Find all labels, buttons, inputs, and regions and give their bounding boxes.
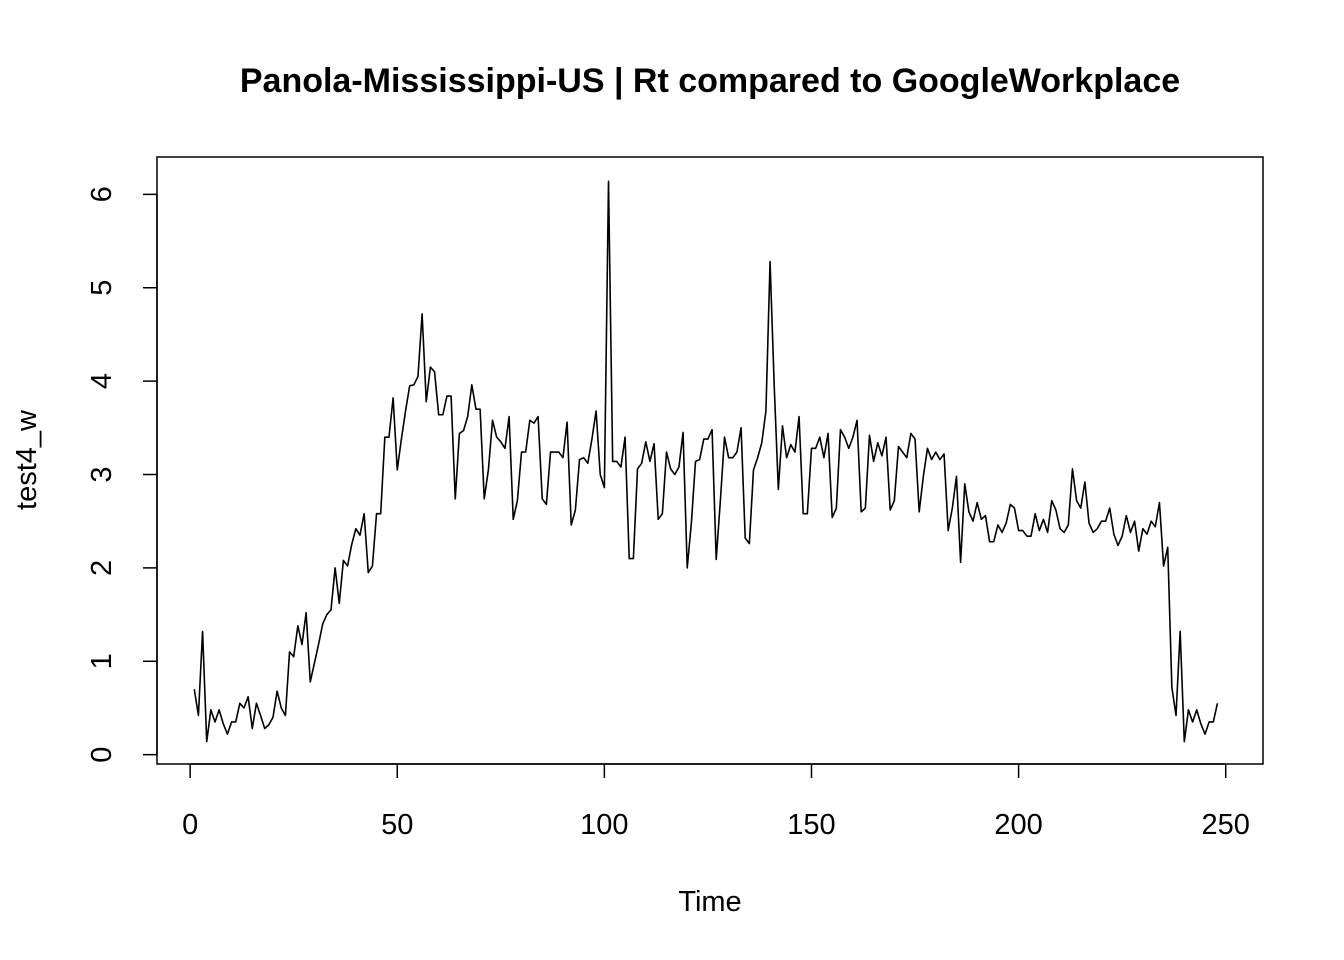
y-tick-label: 2 [86, 560, 118, 576]
x-tick-label: 250 [1202, 809, 1250, 841]
y-axis-label: test4_w [11, 409, 43, 510]
x-tick-label: 50 [381, 809, 413, 841]
plot-frame [156, 156, 1264, 765]
chart-title: Panola-Mississippi-US | Rt compared to G… [240, 62, 1180, 100]
y-tick-label: 6 [86, 186, 118, 202]
x-tick-label: 0 [182, 809, 198, 841]
y-axis: 0 1 2 3 4 5 6 [86, 186, 158, 763]
y-tick-label: 3 [86, 466, 118, 482]
series-layer [193, 180, 1219, 743]
y-tick-label: 4 [86, 373, 118, 389]
x-axis: 0 50 100 150 200 250 [182, 763, 1250, 841]
x-tick-label: 200 [994, 809, 1042, 841]
series-line [193, 180, 1219, 743]
x-tick-label: 150 [787, 809, 835, 841]
y-tick-label: 1 [86, 653, 118, 669]
x-tick-label: 100 [580, 809, 628, 841]
y-tick-label: 5 [86, 280, 118, 296]
y-tick-label: 0 [86, 747, 118, 763]
x-axis-label: Time [678, 886, 741, 918]
